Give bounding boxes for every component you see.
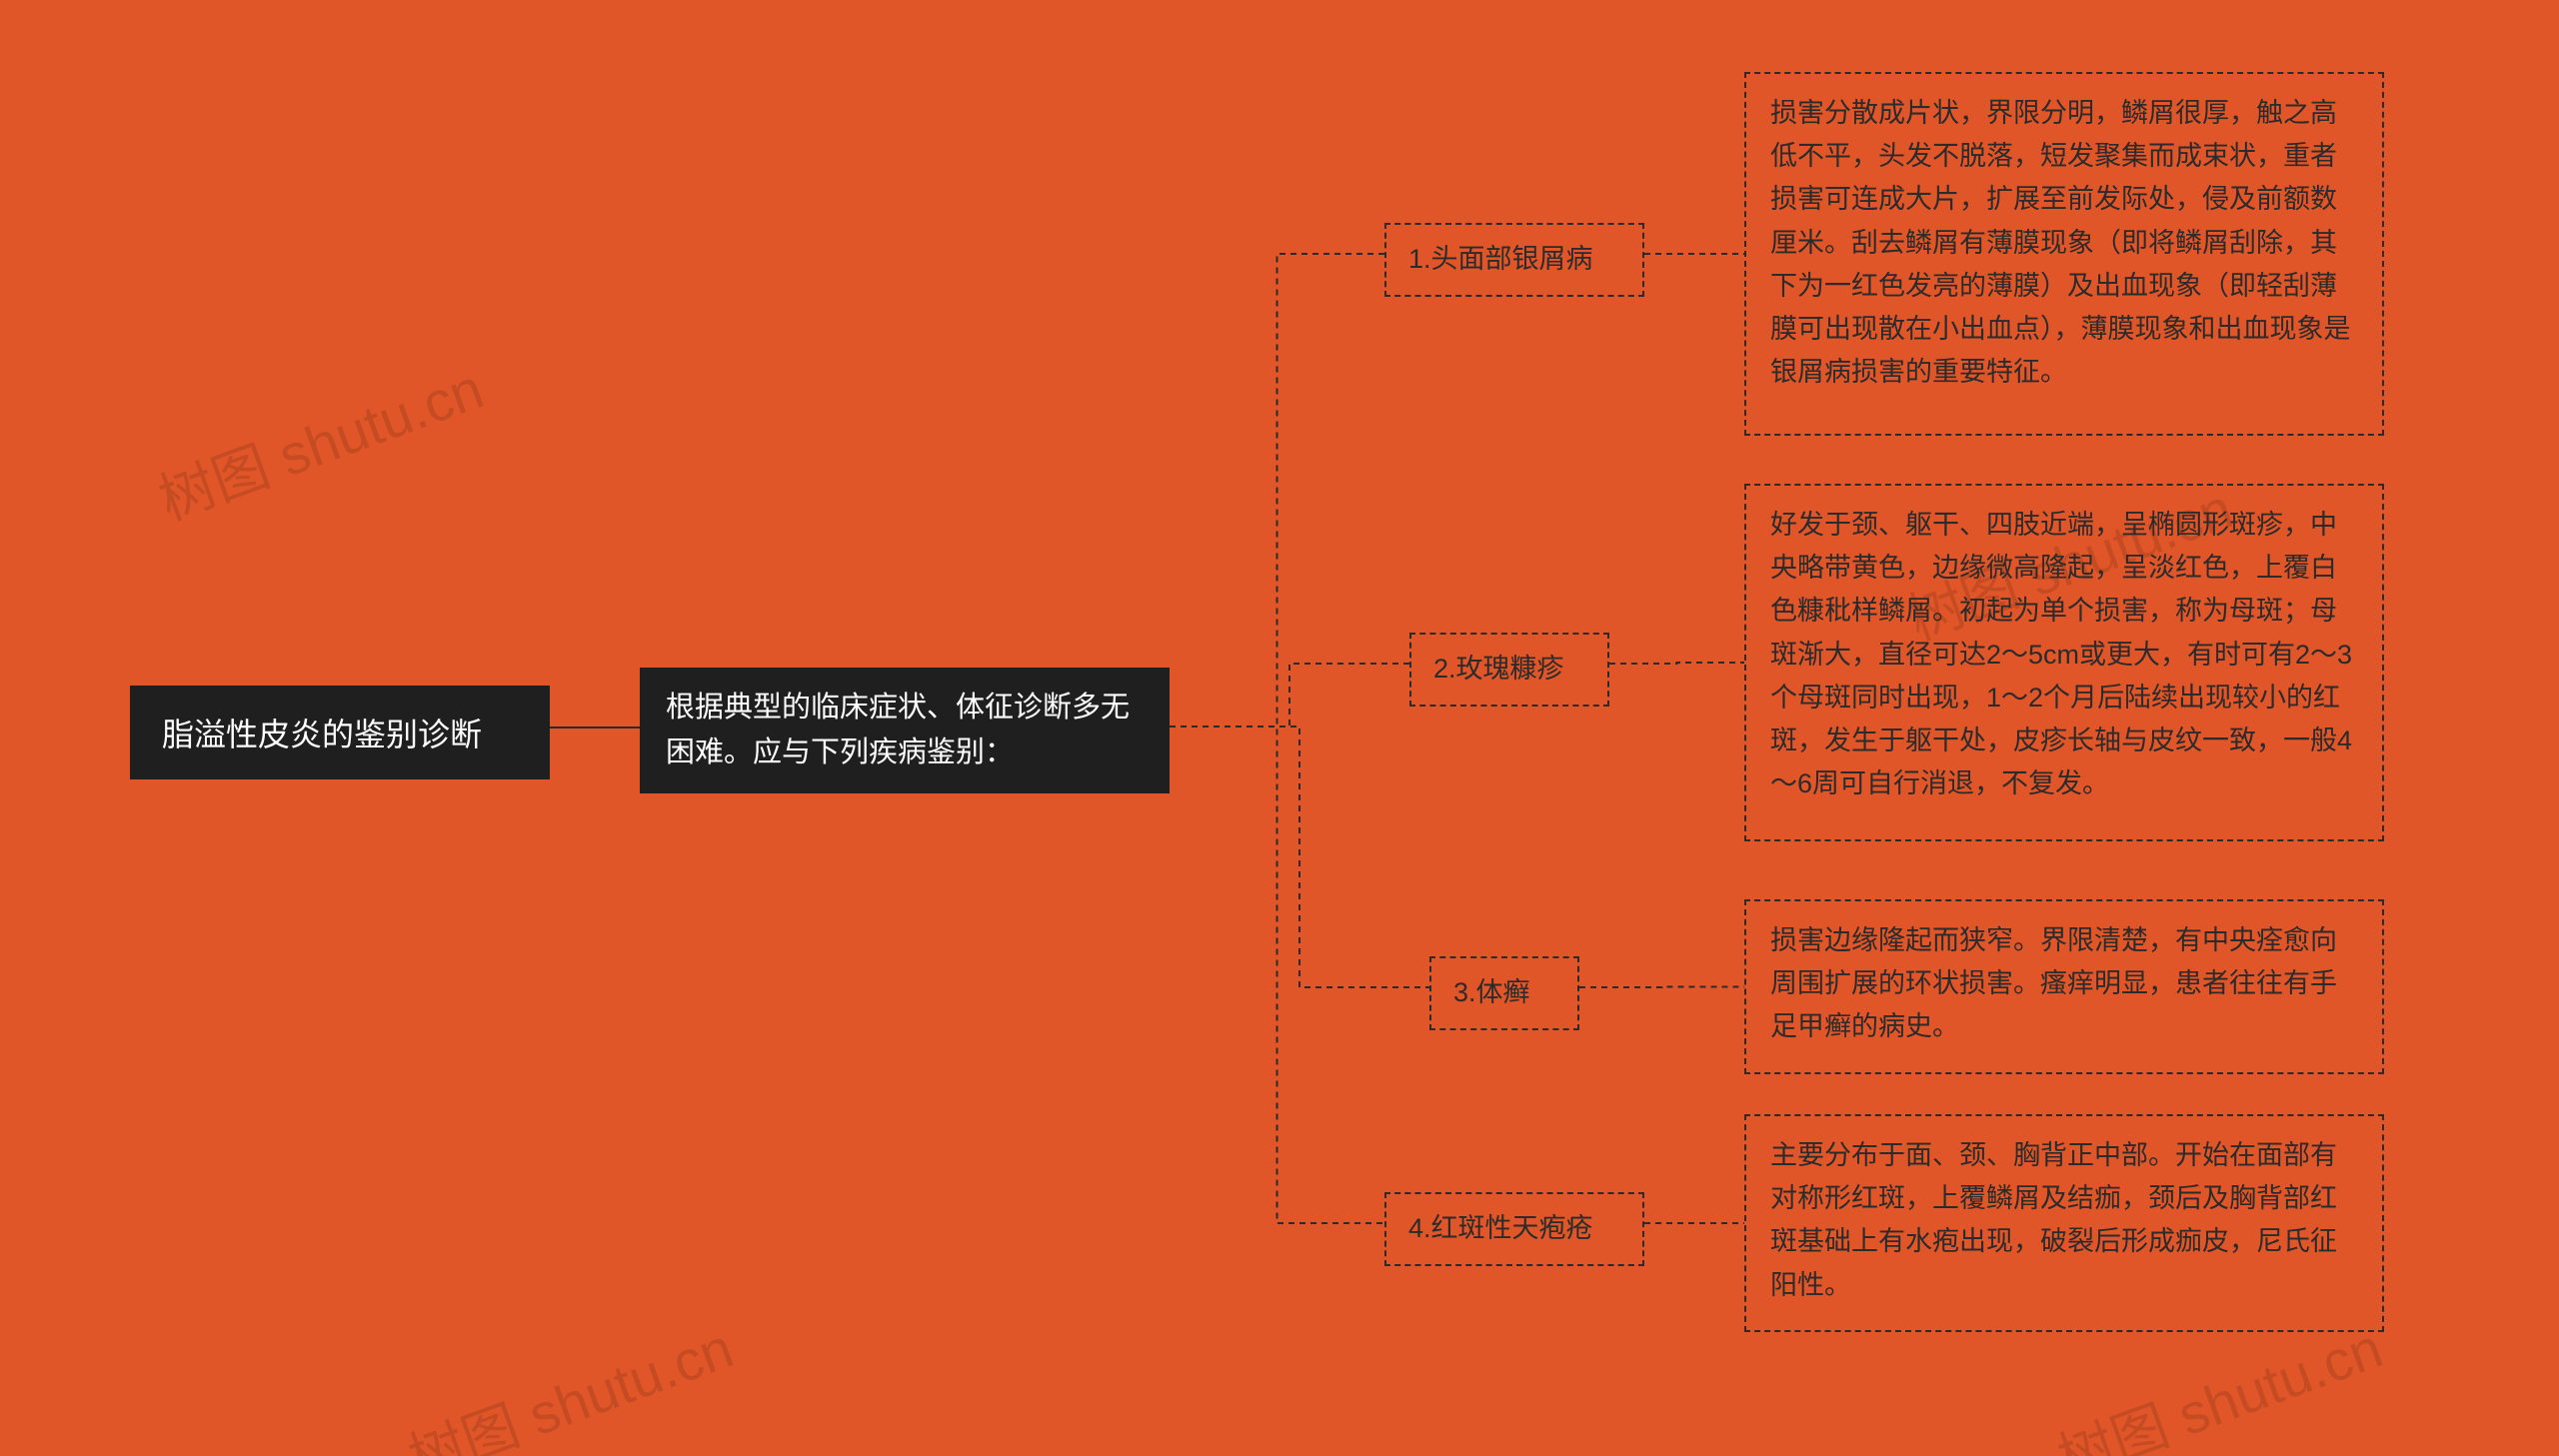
branch-node-4: 4.红斑性天疱疮 [1384, 1192, 1644, 1266]
mindmap-canvas: 树图 shutu.cn 树图 shutu.cn 树图 shutu.cn 树图 s… [0, 0, 2559, 1456]
branch-node-2: 2.玫瑰糠疹 [1409, 633, 1609, 707]
leaf-node-3: 损害边缘隆起而狭窄。界限清楚，有中央痊愈向周围扩展的环状损害。瘙痒明显，患者往往… [1744, 899, 2384, 1074]
leaf-node-2: 好发于颈、躯干、四肢近端，呈椭圆形斑疹，中央略带黄色，边缘微高隆起，呈淡红色，上… [1744, 484, 2384, 841]
branch-node-1: 1.头面部银屑病 [1384, 223, 1644, 297]
watermark: 树图 shutu.cn [396, 1303, 743, 1456]
leaf-node-4: 主要分布于面、颈、胸背正中部。开始在面部有对称形红斑，上覆鳞屑及结痂，颈后及胸背… [1744, 1114, 2384, 1332]
branch-node-3: 3.体癣 [1429, 956, 1579, 1030]
watermark: 树图 shutu.cn [146, 344, 493, 536]
leaf-node-1: 损害分散成片状，界限分明，鳞屑很厚，触之高低不平，头发不脱落，短发聚集而成束状，… [1744, 72, 2384, 436]
level1-node: 根据典型的临床症状、体征诊断多无困难。应与下列疾病鉴别： [640, 668, 1170, 793]
root-node: 脂溢性皮炎的鉴别诊断 [130, 686, 550, 779]
